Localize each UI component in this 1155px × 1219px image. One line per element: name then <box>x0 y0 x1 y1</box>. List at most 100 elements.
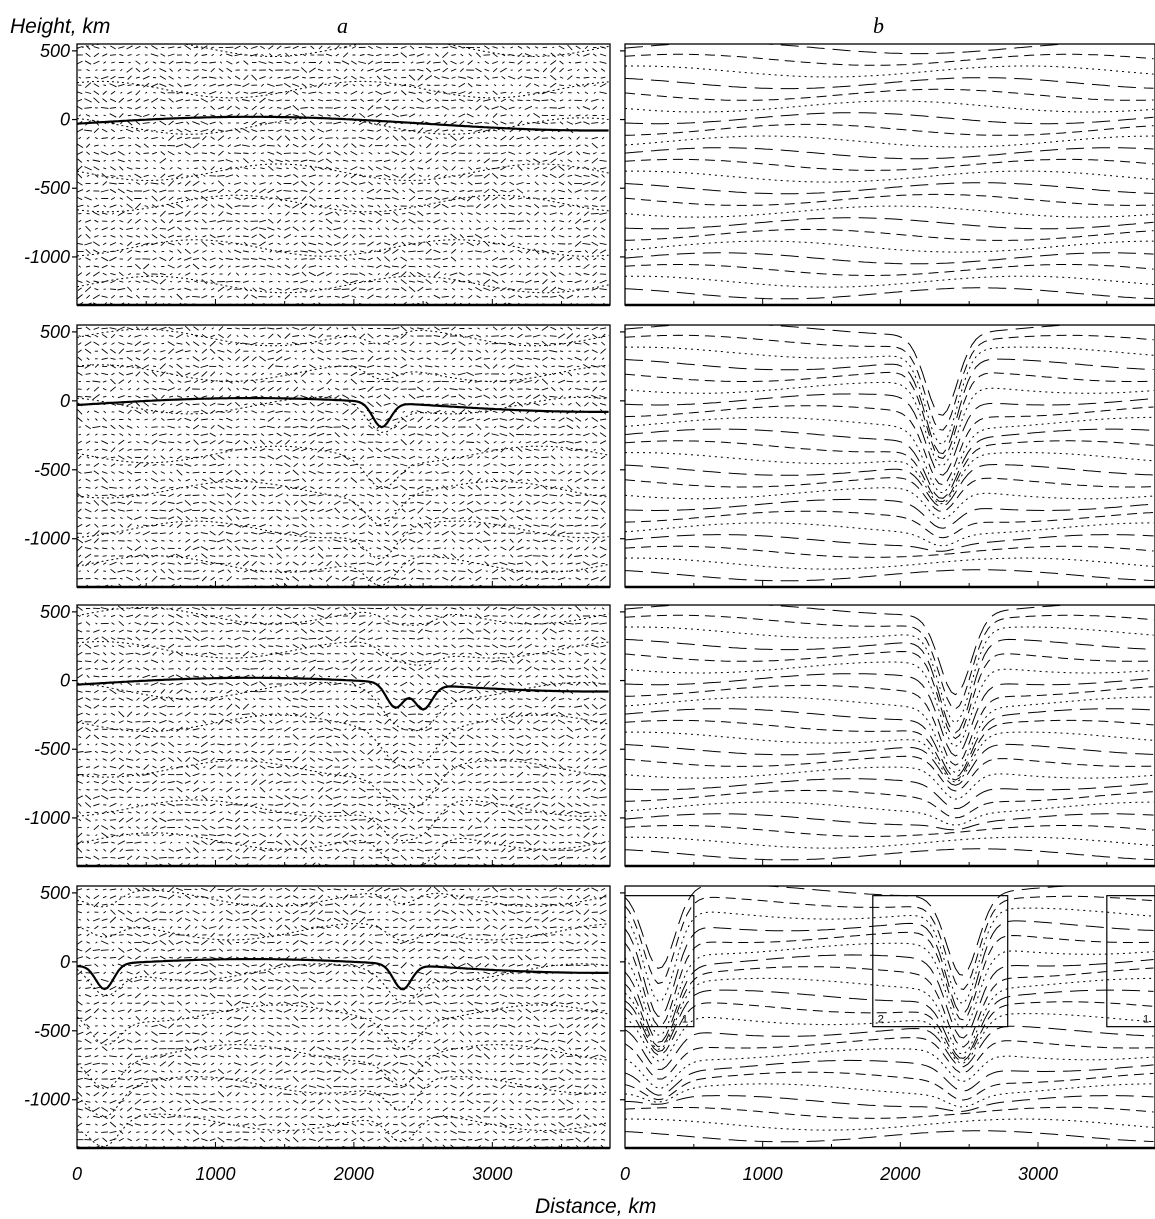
streamline <box>625 1083 1154 1108</box>
streamline <box>625 977 1154 1055</box>
streamline <box>625 1037 1154 1080</box>
streamline <box>625 440 1154 503</box>
isoline <box>77 194 609 213</box>
streamline <box>625 147 1154 160</box>
streamline <box>625 193 1154 206</box>
streamline <box>625 942 1154 1036</box>
streamline <box>625 731 1154 783</box>
streamline <box>625 545 1154 558</box>
inset-box <box>1106 895 1155 1028</box>
isoline <box>77 364 609 382</box>
y-axis-title: Height, km <box>10 15 110 38</box>
y-tick-label: -1000 <box>24 529 70 549</box>
streamline <box>625 158 1154 171</box>
isoline <box>77 117 609 135</box>
x-tick-label: 1000 <box>195 1164 235 1184</box>
inset-box-label: 1 <box>682 1014 688 1026</box>
streamline <box>625 228 1154 241</box>
x-tick-label: 1000 <box>743 1164 783 1184</box>
streamline <box>625 1025 1154 1070</box>
streamline <box>625 920 1154 1017</box>
isoline <box>77 1044 609 1090</box>
streamline <box>625 650 1154 740</box>
streamline <box>625 886 1154 976</box>
y-tick-label: -1000 <box>24 247 70 267</box>
streamline <box>625 346 1154 445</box>
streamline <box>625 1118 1154 1131</box>
streamline <box>625 522 1154 547</box>
x-tick-label: 2000 <box>333 1164 374 1184</box>
streamline <box>625 287 1154 300</box>
streamline <box>625 755 1154 792</box>
y-tick-label: 500 <box>40 41 70 61</box>
streamline <box>625 252 1154 265</box>
streamline <box>625 534 1154 552</box>
streamline <box>625 1048 1154 1089</box>
streamline <box>625 510 1154 539</box>
column-label-a: a <box>337 13 348 38</box>
panel-content <box>625 325 1154 582</box>
y-tick-label: -1000 <box>24 1090 70 1110</box>
streamline <box>625 325 1154 416</box>
streamline <box>625 696 1154 774</box>
y-tick-label: 500 <box>40 883 70 903</box>
streamline <box>625 801 1154 826</box>
panel-3a: 500 0 -500 -1000 <box>24 602 611 868</box>
x-tick-label: 3000 <box>472 1164 512 1184</box>
streamline <box>625 135 1154 148</box>
y-tick-label: 0 <box>60 391 70 411</box>
streamline <box>625 77 1154 90</box>
streamline <box>625 53 1154 66</box>
streamline <box>625 487 1154 520</box>
streamline <box>625 1130 1154 1143</box>
isoline <box>77 963 609 1004</box>
streamline <box>625 989 1154 1059</box>
streamline <box>625 381 1154 467</box>
streamline <box>625 88 1154 101</box>
streamline <box>625 123 1154 136</box>
streamline <box>625 836 1154 849</box>
isoline <box>77 832 609 866</box>
streamline <box>625 416 1154 494</box>
isoline <box>77 396 609 433</box>
panel-content <box>77 44 609 305</box>
streamline <box>625 569 1154 582</box>
isoline <box>77 760 609 810</box>
interface-line <box>77 676 609 711</box>
streamline <box>625 371 1154 459</box>
streamline <box>625 334 1154 431</box>
isoline <box>77 923 609 942</box>
streamline <box>625 626 1154 724</box>
streamline <box>625 848 1154 861</box>
streamline <box>625 673 1154 757</box>
isoline <box>77 80 609 99</box>
panel-content <box>77 886 609 1148</box>
x-axis-title: Distance, km <box>535 1195 656 1218</box>
x-tick-label: 0 <box>72 1164 82 1184</box>
y-tick-label: 500 <box>40 322 70 342</box>
streamline <box>625 358 1154 455</box>
x-tick-label: 0 <box>620 1164 630 1184</box>
streamline <box>625 428 1154 499</box>
inset-box-label: 2 <box>878 1014 884 1026</box>
streamline <box>625 661 1154 748</box>
streamline <box>625 452 1154 505</box>
vector-field <box>77 886 607 1148</box>
panel-content <box>625 886 1154 1143</box>
streamline <box>625 264 1154 276</box>
vector-field <box>77 44 607 305</box>
streamline <box>625 789 1154 819</box>
y-tick-label: 0 <box>60 671 70 691</box>
y-tick-label: -500 <box>34 178 70 198</box>
streamline <box>625 954 1154 1043</box>
streamline <box>625 393 1154 476</box>
panel-3b <box>620 604 1155 868</box>
streamline <box>625 907 1154 1004</box>
streamline <box>625 405 1154 486</box>
streamline <box>625 44 1154 55</box>
isoline <box>77 328 609 347</box>
streamline <box>625 931 1154 1027</box>
isoline <box>77 163 609 182</box>
panel-2a: 500 0 -500 -1000 <box>24 322 611 589</box>
isoline <box>77 1076 609 1118</box>
